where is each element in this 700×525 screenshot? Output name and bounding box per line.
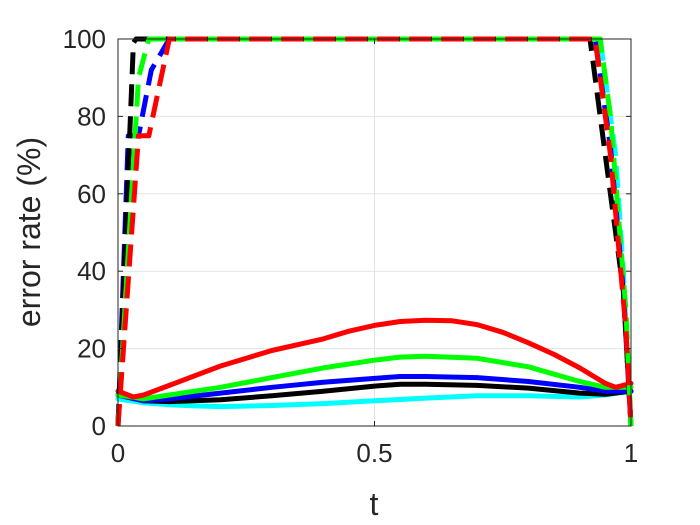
y-tick-label: 100 (63, 24, 106, 54)
y-axis-label: error rate (%) (11, 137, 47, 327)
y-tick-label: 20 (77, 334, 106, 364)
solid-series-line-2 (115, 374, 634, 404)
x-tick-label: 1 (624, 438, 638, 468)
tick-marks (117, 38, 632, 427)
solid-series-line-3 (115, 353, 634, 402)
x-tick-label: 0 (111, 438, 125, 468)
y-tick-label: 0 (92, 411, 106, 441)
dashed-series-line-5 (597, 38, 634, 427)
y-tick-label: 80 (77, 101, 106, 131)
y-tick-label: 60 (77, 179, 106, 209)
tick-labels: 0 0.5 1 0 20 40 60 80 100 (63, 24, 639, 468)
solid-series-line-1 (115, 381, 634, 405)
x-tick-label: 0.5 (356, 438, 392, 468)
x-axis-label: t (370, 486, 379, 522)
solid-series-line-0 (115, 388, 634, 410)
solid-series-line-4 (115, 317, 634, 400)
y-tick-label: 40 (77, 256, 106, 286)
